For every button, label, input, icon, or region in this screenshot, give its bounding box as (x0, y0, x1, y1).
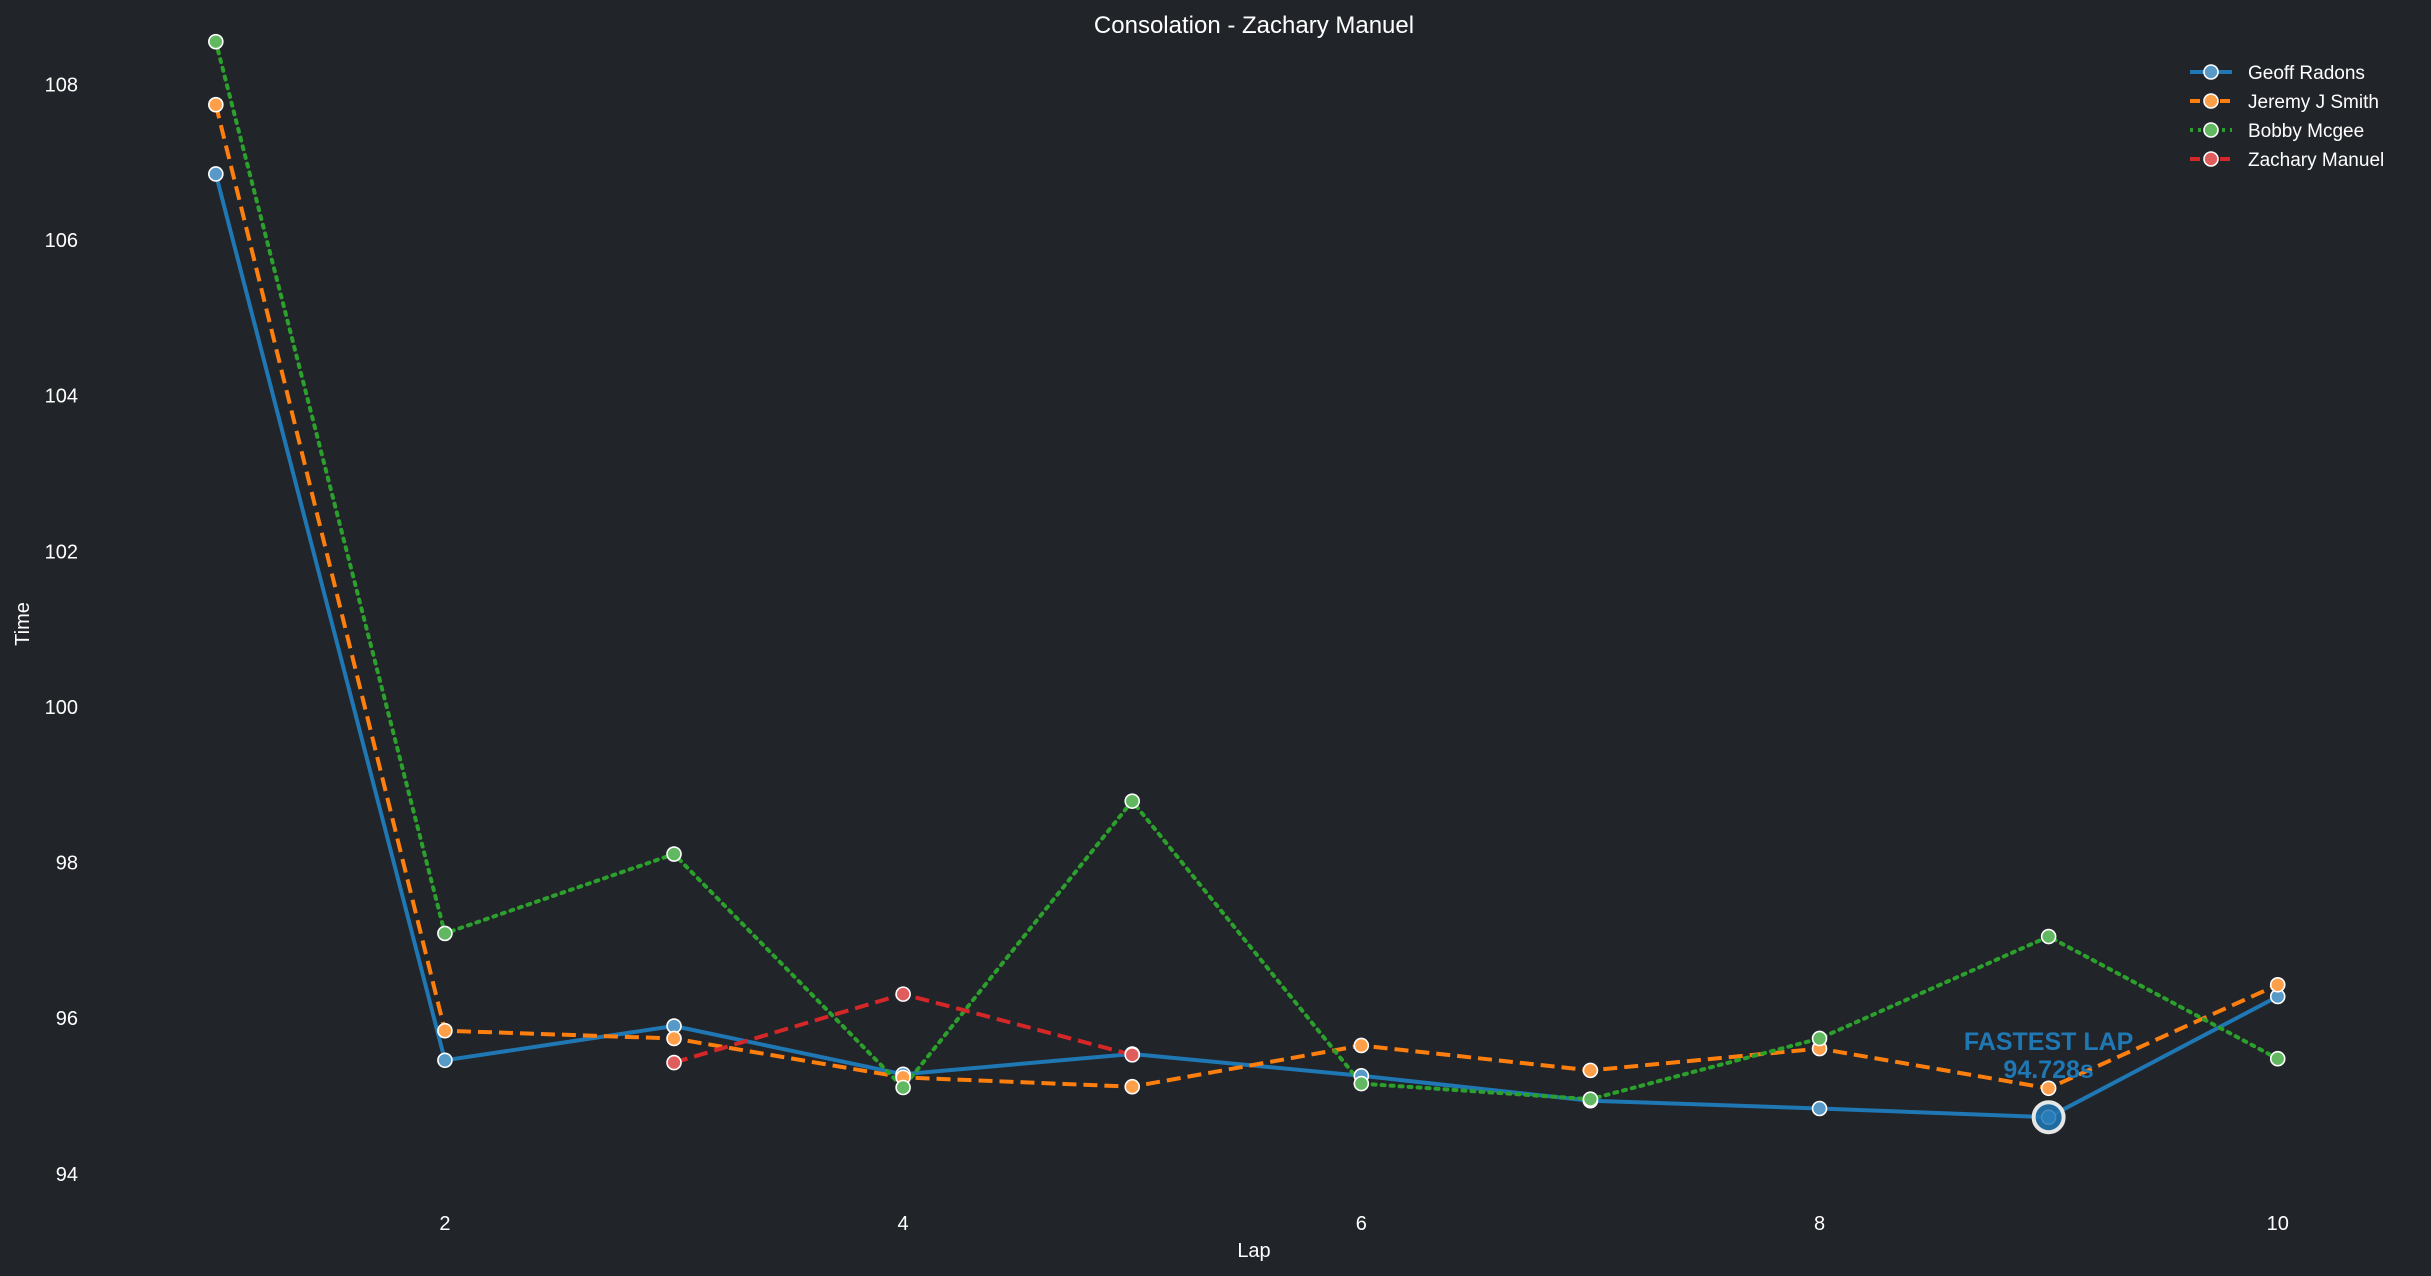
chart-title: Consolation - Zachary Manuel (1094, 12, 1414, 39)
point-bobby-mcgee-lap-1 (208, 33, 224, 50)
point-bobby-mcgee-lap-2 (437, 925, 453, 942)
point-bobby-mcgee-lap-9 (2040, 928, 2057, 945)
point-bobby-mcgee-lap-3 (666, 846, 682, 862)
y-axis-ticks: 94 96 98 100 102 104 106 108 (45, 74, 78, 1185)
point-bobby-mcgee-lap-5 (1124, 793, 1141, 809)
legend-label-geoff-radons: Geoff Radons (2248, 63, 2365, 84)
y-tick-label-102: 102 (45, 541, 78, 563)
point-geoff-radons-lap-8 (1811, 1100, 1828, 1117)
point-geoff-radons-lap-1 (208, 166, 224, 182)
legend-item-zachary-manuel: Zachary Manuel (2190, 150, 2384, 171)
x-axis-ticks: 2 4 6 8 10 (439, 1213, 2288, 1235)
x-tick-label-6: 6 (1356, 1213, 1367, 1235)
legend-marker-jeremy-j-smith (2203, 93, 2219, 109)
series-lines (213, 39, 2280, 1120)
legend-item-bobby-mcgee: Bobby Mcgee (2190, 121, 2364, 142)
y-tick-label-108: 108 (45, 74, 78, 96)
y-tick-label-98: 98 (56, 853, 78, 875)
x-axis-label: Lap (1237, 1240, 1270, 1262)
x-tick-label-10: 10 (2267, 1213, 2289, 1235)
legend-marker-zachary-manuel (2203, 151, 2219, 167)
fastest-lap-value: 94.728s (2003, 1056, 2093, 1084)
legend-marker-geoff-radons (2203, 64, 2219, 80)
point-jeremy-j-smith-lap-5 (1124, 1078, 1141, 1095)
legend-label-bobby-mcgee: Bobby Mcgee (2248, 121, 2364, 142)
point-zachary-manuel-lap-4 (895, 986, 911, 1002)
series-layer (208, 33, 2286, 1126)
point-zachary-manuel-lap-3 (666, 1054, 682, 1071)
point-jeremy-j-smith-lap-1 (208, 96, 224, 113)
legend-marker-bobby-mcgee (2203, 122, 2219, 138)
point-bobby-mcgee-lap-8 (1811, 1030, 1828, 1047)
series-line-geoff-radons (213, 173, 2279, 1120)
point-bobby-mcgee-lap-7 (1582, 1091, 1599, 1107)
y-tick-label-94: 94 (56, 1164, 78, 1186)
x-tick-label-8: 8 (1814, 1213, 1825, 1235)
point-jeremy-j-smith-lap-7 (1582, 1062, 1599, 1079)
series-line-bobby-mcgee (213, 39, 2280, 1102)
point-jeremy-j-smith-lap-2 (437, 1022, 453, 1039)
y-tick-label-104: 104 (45, 386, 78, 408)
point-jeremy-j-smith-lap-6 (1353, 1037, 1370, 1054)
y-axis-label: Time (12, 602, 34, 646)
fastest-lap-label: FASTEST LAP (1964, 1028, 2133, 1056)
point-jeremy-j-smith-lap-10 (2269, 976, 2286, 993)
point-jeremy-j-smith-lap-9 (2040, 1080, 2057, 1097)
point-bobby-mcgee-lap-6 (1353, 1075, 1370, 1092)
series-line-zachary-manuel (673, 992, 1133, 1065)
x-tick-label-4: 4 (898, 1213, 909, 1235)
point-geoff-radons-lap-2 (437, 1052, 453, 1069)
point-bobby-mcgee-lap-4 (895, 1079, 911, 1096)
legend-label-jeremy-j-smith: Jeremy J Smith (2248, 92, 2379, 113)
point-jeremy-j-smith-lap-3 (666, 1030, 682, 1047)
y-tick-label-100: 100 (45, 697, 78, 719)
y-tick-label-96: 96 (56, 1008, 78, 1030)
fastest-lap-marker (2031, 1100, 2066, 1135)
legend-item-jeremy-j-smith: Jeremy J Smith (2190, 92, 2379, 113)
series-markers (208, 33, 2286, 1126)
legend-item-geoff-radons: Geoff Radons (2190, 63, 2365, 84)
x-tick-label-2: 2 (439, 1213, 450, 1235)
y-tick-label-106: 106 (45, 230, 78, 252)
legend-label-zachary-manuel: Zachary Manuel (2248, 150, 2384, 171)
point-bobby-mcgee-lap-10 (2269, 1050, 2286, 1067)
legend: Geoff Radons Jeremy J Smith Bobby Mcgee Zac… (2190, 63, 2384, 171)
point-zachary-manuel-lap-5 (1124, 1047, 1141, 1063)
